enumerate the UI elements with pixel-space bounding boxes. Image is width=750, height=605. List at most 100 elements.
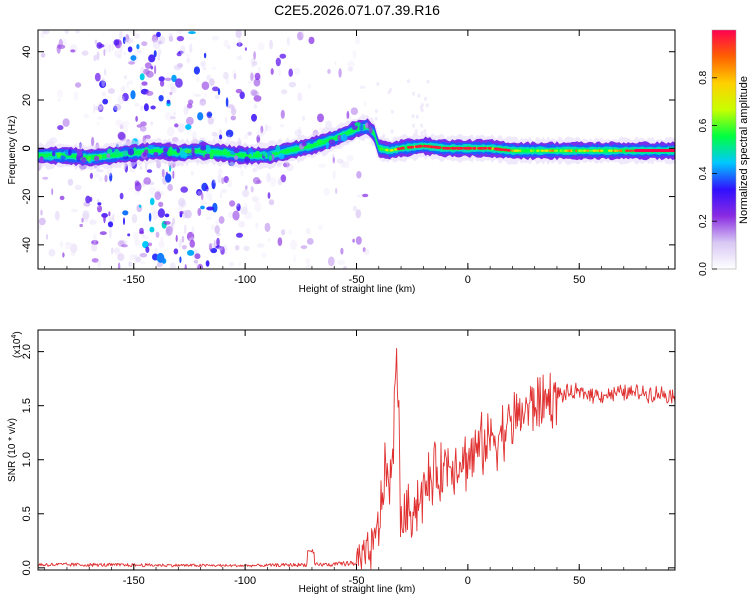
noise-blob bbox=[294, 129, 302, 137]
noise-blob bbox=[354, 35, 361, 45]
ridge-core-dot bbox=[615, 149, 619, 152]
ridge-blob bbox=[80, 157, 87, 163]
noise-blob bbox=[213, 239, 216, 249]
noise-blob bbox=[155, 231, 160, 238]
noise-blob bbox=[124, 75, 127, 80]
spectrogram-x-axis-label: Height of straight line (km) bbox=[299, 284, 416, 295]
ridge-blob bbox=[61, 155, 66, 160]
snr-x-tick-label: -100 bbox=[234, 575, 256, 587]
noise-blob bbox=[117, 253, 125, 261]
spectrogram-y-axis-label: Frequency (Hz) bbox=[7, 116, 18, 185]
snr-plot-area bbox=[38, 330, 675, 570]
ridge-blob bbox=[268, 155, 273, 161]
noise-blob bbox=[206, 206, 215, 211]
noise-blob bbox=[376, 81, 380, 86]
noise-blob bbox=[267, 192, 271, 199]
noise-blob bbox=[247, 80, 253, 85]
noise-blob bbox=[104, 68, 107, 76]
ridge-hot-spot bbox=[452, 146, 457, 150]
noise-blob bbox=[142, 234, 149, 240]
noise-blob bbox=[179, 256, 182, 264]
noise-blob bbox=[255, 222, 259, 229]
ridge-blob bbox=[68, 149, 72, 156]
noise-blob bbox=[91, 242, 98, 252]
noise-blob bbox=[374, 109, 378, 114]
noise-blob bbox=[207, 112, 213, 117]
noise-blob bbox=[127, 233, 131, 237]
ridge-hot-spot bbox=[400, 146, 405, 150]
noise-blob bbox=[250, 89, 258, 97]
noise-blob bbox=[176, 35, 185, 42]
ridge-blob bbox=[368, 126, 373, 134]
ridge-peak-segment bbox=[634, 149, 675, 153]
noise-blob bbox=[186, 57, 191, 64]
noise-blob bbox=[185, 53, 190, 58]
noise-blob bbox=[390, 109, 394, 114]
noise-blob bbox=[204, 92, 207, 98]
noise-blob bbox=[250, 57, 256, 68]
noise-blob bbox=[102, 98, 109, 105]
noise-blob bbox=[327, 256, 335, 267]
snr-series-line bbox=[38, 348, 675, 570]
noise-blob bbox=[212, 86, 219, 92]
colorbar-tick-label: 0.8 bbox=[698, 70, 709, 84]
noise-blob bbox=[89, 219, 97, 225]
ridge-blob bbox=[121, 151, 129, 157]
noise-blob bbox=[209, 243, 212, 251]
ridge-core-dot bbox=[531, 149, 535, 152]
noise-blob bbox=[178, 50, 184, 54]
snr-x-ticks: -150 -100 -50 0 50 bbox=[44, 330, 669, 587]
snr-x-tick-label: -50 bbox=[349, 575, 365, 587]
noise-blob bbox=[183, 224, 187, 235]
noise-blob bbox=[270, 177, 277, 187]
noise-blob bbox=[113, 103, 122, 111]
noise-blob bbox=[251, 113, 257, 122]
noise-blob bbox=[336, 158, 344, 164]
noise-blob bbox=[103, 48, 106, 57]
noise-blob bbox=[149, 226, 155, 233]
noise-blob bbox=[187, 249, 195, 256]
noise-blob bbox=[200, 205, 205, 210]
noise-blob bbox=[144, 134, 151, 140]
noise-blob bbox=[140, 105, 144, 111]
noise-blob bbox=[264, 123, 268, 132]
noise-blob bbox=[355, 209, 362, 219]
snr-x-axis-label: Height of straight line (km) bbox=[299, 584, 416, 595]
noise-blob bbox=[64, 241, 72, 246]
noise-blob bbox=[415, 114, 419, 119]
ridge-blob bbox=[47, 156, 55, 161]
noise-blob bbox=[165, 227, 170, 234]
noise-blob bbox=[238, 261, 242, 266]
noise-blob bbox=[245, 185, 248, 190]
noise-blob bbox=[62, 118, 70, 127]
noise-blob bbox=[168, 35, 174, 42]
noise-blob bbox=[234, 245, 240, 251]
ridge-blob bbox=[191, 146, 195, 155]
noise-blob bbox=[129, 30, 138, 35]
noise-blob bbox=[93, 233, 97, 243]
noise-blob bbox=[97, 259, 101, 269]
noise-blob bbox=[359, 85, 366, 89]
noise-blob bbox=[233, 73, 237, 80]
noise-blob bbox=[247, 131, 252, 136]
noise-blob bbox=[38, 217, 46, 226]
noise-blob bbox=[286, 36, 290, 46]
noise-blob bbox=[117, 54, 122, 59]
noise-blob bbox=[306, 238, 314, 245]
noise-blob bbox=[117, 262, 121, 269]
noise-blob bbox=[122, 36, 126, 44]
noise-blob bbox=[332, 170, 336, 179]
noise-blob bbox=[185, 124, 192, 130]
noise-blob bbox=[96, 51, 100, 61]
noise-blob bbox=[329, 266, 335, 269]
noise-blob bbox=[146, 169, 153, 173]
snr-y-scale-base: (x10 bbox=[12, 338, 23, 358]
noise-blob bbox=[171, 74, 177, 83]
noise-blob bbox=[141, 81, 148, 86]
noise-blob bbox=[242, 189, 250, 198]
noise-blob bbox=[257, 66, 261, 74]
noise-blob bbox=[216, 237, 220, 247]
noise-blob bbox=[261, 252, 267, 259]
noise-blob bbox=[81, 50, 89, 56]
